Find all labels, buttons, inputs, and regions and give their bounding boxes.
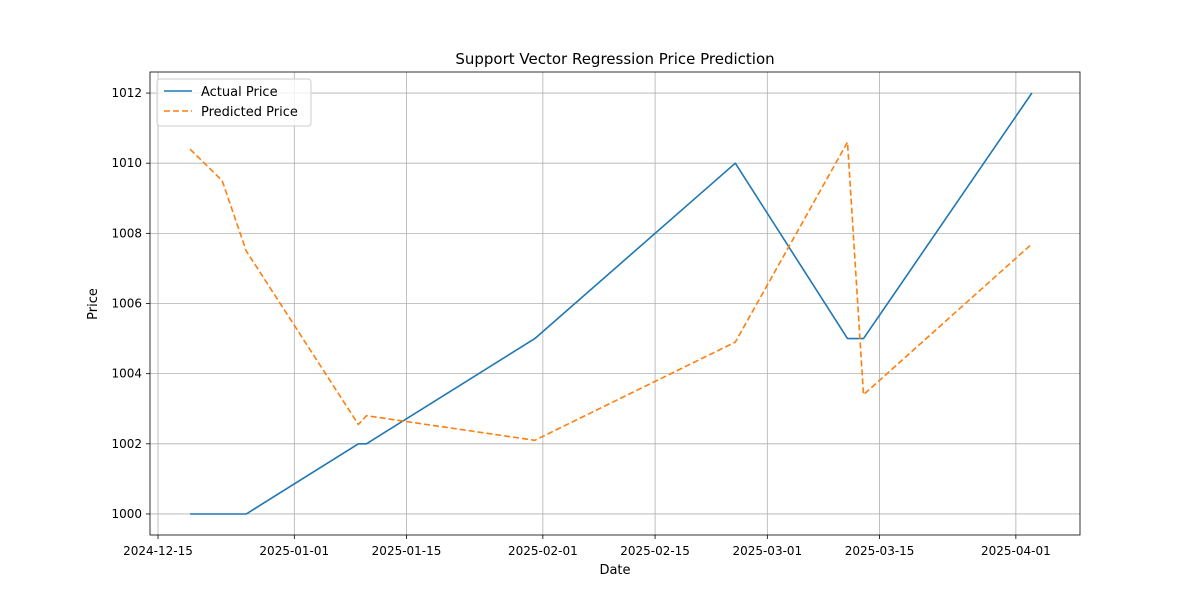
x-tick-label: 2025-01-01 (259, 544, 329, 558)
y-tick-label: 1000 (111, 507, 142, 521)
series-layer (189, 92, 1033, 515)
y-tick-label: 1006 (111, 297, 142, 311)
x-tick-label: 2025-02-15 (620, 544, 690, 558)
x-tick-label: 2025-03-15 (845, 544, 915, 558)
x-tick-label: 2024-12-15 (123, 544, 193, 558)
legend-label-actual: Actual Price (201, 85, 278, 100)
legend: Actual Price Predicted Price (156, 78, 312, 127)
series-line-predicted-price (189, 141, 1033, 442)
y-tick-label: 1004 (111, 367, 142, 381)
y-tick-label: 1010 (111, 156, 142, 170)
legend-box (156, 78, 312, 127)
y-axis: 1000 1002 1004 1006 1008 1010 1012 (111, 86, 150, 521)
y-tick-label: 1008 (111, 226, 142, 240)
x-tick-label: 2025-03-01 (732, 544, 802, 558)
x-tick-label: 2025-04-01 (981, 544, 1051, 558)
legend-label-predicted: Predicted Price (201, 105, 298, 120)
y-axis-label: Price (86, 288, 101, 320)
x-tick-label: 2025-01-15 (372, 544, 442, 558)
grid-lines (150, 72, 1080, 535)
chart-title: Support Vector Regression Price Predicti… (455, 50, 774, 68)
y-tick-label: 1002 (111, 437, 142, 451)
y-tick-label: 1012 (111, 86, 142, 100)
series-line-actual-price (190, 92, 1033, 515)
x-axis-label: Date (599, 563, 630, 578)
x-axis: 2024-12-15 2025-01-01 2025-01-15 2025-02-01… (123, 535, 1051, 558)
x-tick-label: 2025-02-01 (508, 544, 578, 558)
